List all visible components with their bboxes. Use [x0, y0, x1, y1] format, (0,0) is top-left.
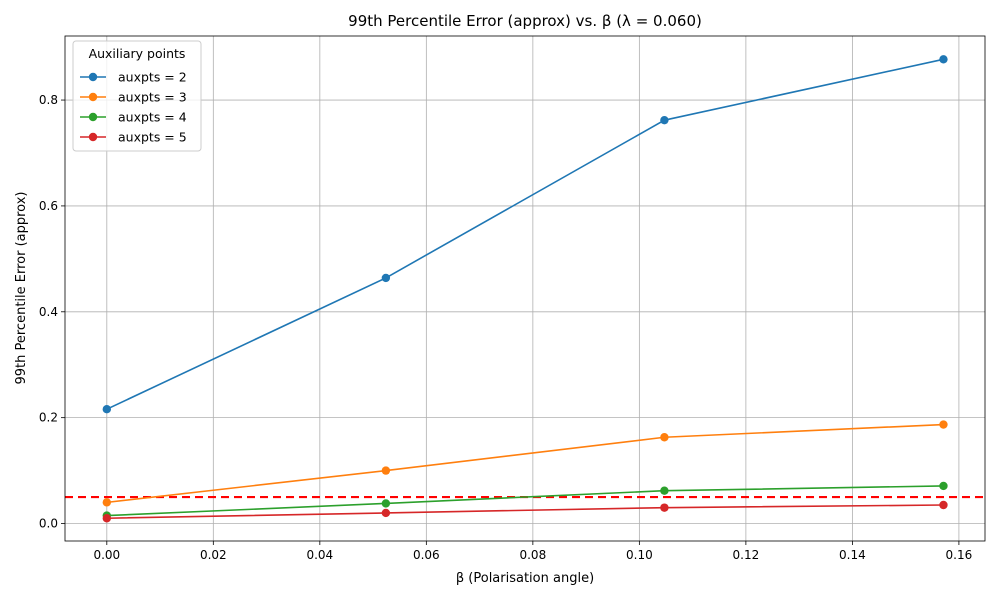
x-tick-label: 0.04	[306, 548, 333, 562]
data-point	[102, 514, 112, 523]
series-line	[106, 423, 944, 504]
chart-title: 99th Percentile Error (approx) vs. β (λ …	[348, 12, 702, 30]
data-point	[660, 115, 669, 125]
legend-entry: auxpts = 5	[80, 130, 187, 145]
data-point	[381, 508, 391, 518]
series-5	[102, 500, 948, 523]
legend-label: auxpts = 4	[118, 110, 187, 125]
x-tick-label: 0.02	[200, 548, 227, 562]
plot-frame	[64, 35, 986, 542]
series-line	[106, 504, 944, 520]
x-tick-label: 0.12	[733, 548, 760, 562]
y-axis-ticks: 0.0 0.2 0.4 0.6 0.8	[39, 93, 65, 531]
legend-box	[72, 40, 202, 152]
legend-marker	[88, 92, 98, 102]
data-point	[939, 481, 948, 491]
data-point	[381, 499, 391, 508]
data-point	[660, 486, 669, 495]
y-tick-label: 0.6	[39, 199, 58, 213]
legend-marker	[88, 72, 98, 82]
x-tick-label: 0.14	[839, 548, 866, 562]
y-tick-label: 0.8	[39, 93, 58, 107]
legend-entry: auxpts = 2	[80, 70, 187, 85]
data-point	[939, 420, 948, 429]
series-group	[102, 55, 948, 523]
legend-label: auxpts = 2	[118, 70, 187, 85]
y-tick-label: 0.4	[39, 305, 58, 319]
x-tick-label: 0.00	[93, 548, 120, 562]
y-tick-label: 0.0	[39, 517, 58, 531]
data-point	[660, 433, 669, 442]
legend-title: Auxiliary points	[89, 46, 186, 61]
y-tick-label: 0.2	[39, 411, 58, 425]
data-point	[381, 466, 391, 475]
x-tick-label: 0.08	[519, 548, 546, 562]
legend-marker	[88, 132, 98, 142]
y-axis-label: 99th Percentile Error (approx)	[14, 191, 29, 384]
data-point	[102, 404, 112, 414]
grid	[65, 36, 985, 541]
series-line	[106, 58, 944, 410]
data-point	[939, 55, 948, 64]
series-2	[102, 55, 948, 414]
x-tick-label: 0.06	[413, 548, 440, 562]
legend-entries: auxpts = 2 auxpts = 3 auxpts = 4 auxpts = 5	[80, 70, 187, 145]
legend-entry: auxpts = 3	[80, 90, 187, 105]
data-point	[939, 500, 948, 510]
legend-label: auxpts = 5	[118, 130, 187, 145]
data-point	[660, 503, 669, 512]
series-line	[106, 485, 944, 517]
series-3	[102, 420, 948, 507]
x-axis-ticks: 0.00 0.02 0.04 0.06 0.08 0.10 0.12 0.14 0.16	[93, 541, 972, 562]
data-point	[381, 273, 391, 283]
legend-entry: auxpts = 4	[80, 110, 187, 125]
data-point	[102, 498, 112, 507]
x-tick-label: 0.10	[626, 548, 653, 562]
x-axis-label: β (Polarisation angle)	[456, 571, 594, 586]
legend-marker	[88, 112, 98, 122]
legend-label: auxpts = 3	[118, 90, 187, 105]
x-tick-label: 0.16	[946, 548, 973, 562]
